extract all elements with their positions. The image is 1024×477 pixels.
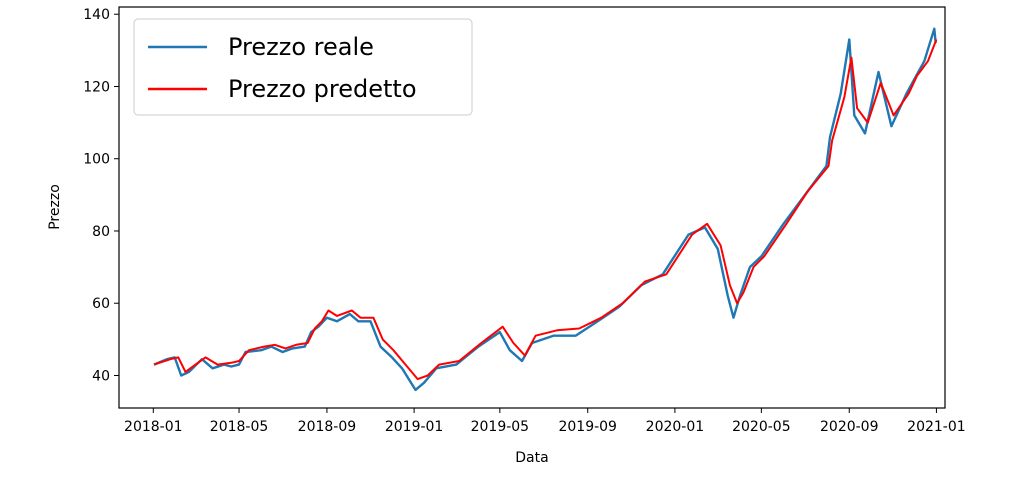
- y-tick-label: 120: [83, 79, 110, 95]
- y-tick-label: 140: [83, 7, 110, 23]
- y-tick-label: 40: [92, 368, 110, 384]
- x-tick-label: 2019-05: [471, 419, 530, 435]
- legend-box: [133, 18, 473, 116]
- y-tick-label: 100: [83, 152, 110, 168]
- x-tick-label: 2018-01: [124, 419, 183, 435]
- x-tick-label: 2019-09: [558, 419, 617, 435]
- x-tick-label: 2021-01: [907, 419, 966, 435]
- y-axis-title: Prezzo: [47, 184, 63, 230]
- legend-label-prezzo-predetto: Prezzo predetto: [228, 75, 417, 103]
- series-line-prezzo-reale: [153, 27, 937, 392]
- x-tick-label: 2018-05: [210, 419, 269, 435]
- y-tick-label: 80: [92, 224, 110, 240]
- legend: Prezzo reale Prezzo predetto: [133, 18, 473, 116]
- series-lines: [153, 27, 938, 392]
- x-tick-label: 2020-05: [732, 419, 791, 435]
- x-axis: 2018-01 2018-05 2018-09 2019-01 2019-05 2019-…: [124, 408, 966, 435]
- x-tick-label: 2019-01: [385, 419, 444, 435]
- x-tick-label: 2020-09: [820, 419, 879, 435]
- legend-label-prezzo-reale: Prezzo reale: [228, 33, 374, 61]
- x-tick-label: 2018-09: [298, 419, 357, 435]
- x-axis-title: Data: [515, 450, 548, 466]
- series-line-prezzo-predetto: [153, 39, 938, 381]
- x-tick-label: 2020-01: [646, 419, 705, 435]
- y-tick-label: 60: [92, 296, 110, 312]
- y-axis: 40 60 80 100 120 140: [83, 7, 119, 384]
